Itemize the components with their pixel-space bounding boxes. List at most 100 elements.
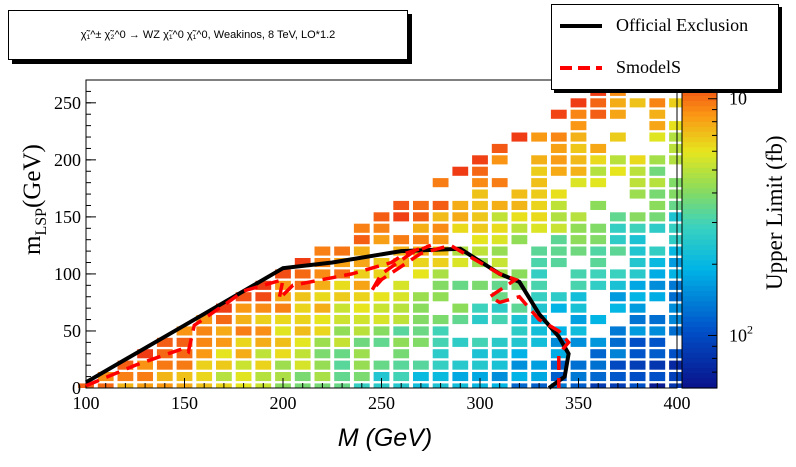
x-tick-label: 300 [467, 393, 494, 413]
heatmap-cell [649, 292, 666, 302]
heatmap-cell [275, 360, 291, 370]
heatmap-cell [432, 258, 449, 268]
heatmap-cell [511, 200, 528, 210]
heatmap-cell [452, 280, 469, 290]
heatmap-cell [294, 258, 311, 268]
heatmap-cell [432, 212, 449, 222]
heatmap-cell [393, 372, 410, 382]
heatmap-cell [531, 200, 547, 210]
heatmap-cell [629, 280, 646, 290]
heatmap-cell [570, 269, 587, 279]
x-tick-label: 350 [565, 393, 592, 413]
heatmap-cell [590, 315, 607, 325]
heatmap-cell [491, 292, 508, 302]
heatmap-cell [531, 292, 547, 302]
heatmap-cell [353, 326, 370, 336]
heatmap-cell [235, 292, 252, 302]
heatmap-cell [314, 280, 331, 290]
heatmap-cell [629, 269, 646, 279]
heatmap-cell [649, 212, 666, 222]
heatmap-cell [590, 178, 607, 188]
heatmap-cell [491, 360, 508, 370]
heatmap-cell [511, 132, 528, 142]
colorbar-segment [682, 151, 717, 158]
heatmap-cell [196, 372, 213, 382]
heatmap-cell [196, 337, 213, 347]
plot-title-text: χ̃₁^± χ̃₂^0 → WZ χ̃₁^0 χ̃₁^0, Weakinos, … [80, 29, 336, 41]
heatmap-cell [432, 326, 449, 336]
heatmap-cell [649, 121, 666, 131]
heatmap-cell [452, 360, 469, 370]
heatmap-cell [550, 337, 567, 347]
y-tick-label: 250 [54, 93, 81, 113]
y-tick-label: 50 [63, 321, 81, 341]
heatmap-cell [373, 258, 390, 268]
heatmap-cell [531, 189, 547, 199]
heatmap-cell [432, 292, 449, 302]
colorbar-segment [682, 228, 717, 235]
heatmap-cell [472, 155, 488, 165]
heatmap-cell [294, 315, 311, 325]
heatmap-cell [531, 337, 547, 347]
colorbar-segment [682, 90, 717, 96]
heatmap-cell [216, 337, 232, 347]
heatmap-cell [235, 360, 252, 370]
x-tick-label: 200 [270, 393, 297, 413]
heatmap-cell [472, 360, 488, 370]
heatmap-cell [353, 269, 370, 279]
heatmap-cell [432, 178, 449, 188]
heatmap-cell [117, 360, 134, 370]
heatmap-cell [353, 337, 370, 347]
colorbar-segment [682, 198, 717, 204]
heatmap-cell [472, 166, 488, 176]
heatmap-cell [413, 269, 429, 279]
heatmap-cell [550, 246, 567, 256]
heatmap-cell [432, 280, 449, 290]
colorbar-segment [682, 177, 717, 184]
colorbar-segment [682, 244, 717, 250]
heatmap-cell [649, 326, 666, 336]
heatmap-cell [413, 337, 429, 347]
heatmap-cell [373, 360, 390, 370]
heatmap-cell [156, 349, 173, 359]
x-axis-label: M (GeV) [338, 424, 432, 452]
heatmap-cell [649, 189, 666, 199]
colorbar-segment [682, 326, 717, 333]
heatmap-cell [491, 337, 508, 347]
heatmap-cell [393, 200, 410, 210]
heatmap-cell [393, 258, 410, 268]
colorbar-segment [682, 316, 717, 322]
heatmap-cell [629, 178, 646, 188]
heatmap-cell [531, 155, 547, 165]
heatmap-cells [78, 86, 685, 388]
heatmap-cell [235, 303, 252, 313]
heatmap-cell [570, 98, 587, 108]
heatmap-cell [629, 246, 646, 256]
colorbar-segment [682, 203, 717, 209]
heatmap-cell [590, 143, 607, 153]
heatmap-cell [196, 349, 213, 359]
heatmap-cell [432, 360, 449, 370]
y-tick-label: 0 [72, 378, 81, 398]
heatmap-cell [216, 326, 232, 336]
heatmap-cell [353, 360, 370, 370]
colorbar-segment [682, 357, 717, 363]
colorbar-segment [682, 121, 717, 127]
heatmap-cell [590, 269, 607, 279]
heatmap-cell [511, 212, 528, 222]
heatmap-cell [590, 372, 607, 382]
heatmap-cell [353, 372, 370, 382]
heatmap-cell [590, 223, 607, 233]
heatmap-cell [629, 315, 646, 325]
heatmap-cell [373, 326, 390, 336]
heatmap-cell [511, 269, 528, 279]
legend-label-smodels: SmodelS [616, 57, 682, 77]
colorbar-tick-exponent: 2 [747, 322, 753, 336]
heatmap-cell [472, 246, 488, 256]
heatmap-cell [413, 326, 429, 336]
heatmap-cell [334, 269, 350, 279]
heatmap-cell [629, 212, 646, 222]
heatmap-cell [196, 360, 213, 370]
heatmap-cell [472, 212, 488, 222]
heatmap-cell [334, 360, 350, 370]
